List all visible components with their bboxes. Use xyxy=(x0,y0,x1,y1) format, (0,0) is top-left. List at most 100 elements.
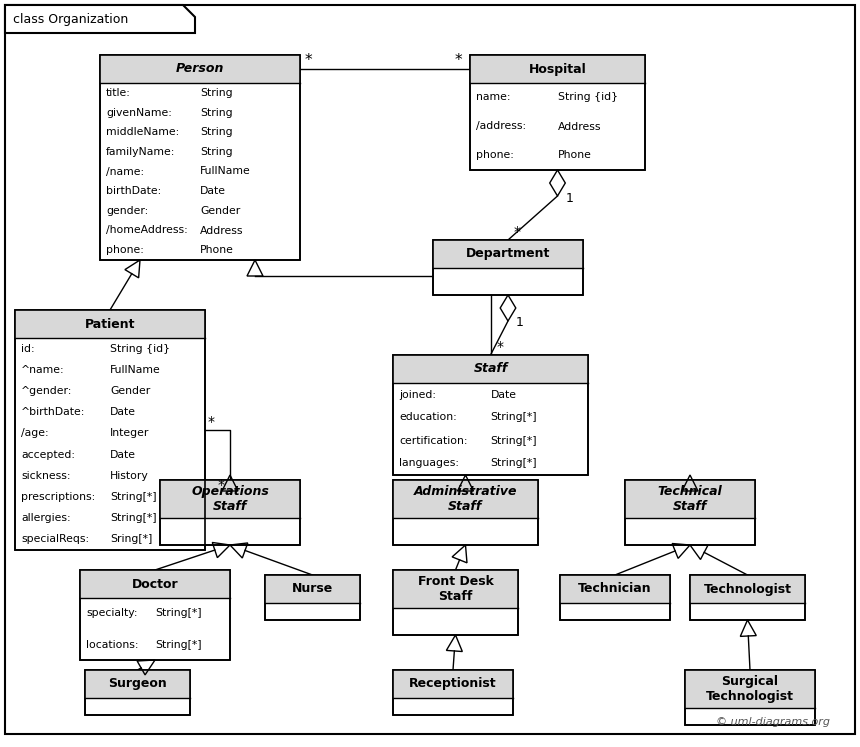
Bar xyxy=(470,55,645,170)
Bar xyxy=(85,670,190,698)
Text: /address:: /address: xyxy=(476,122,526,131)
Text: Staff: Staff xyxy=(473,362,507,376)
Text: String: String xyxy=(200,147,232,157)
Bar xyxy=(625,480,755,545)
Bar xyxy=(393,670,513,715)
Text: languages:: languages: xyxy=(399,459,459,468)
Text: String {id}: String {id} xyxy=(110,344,170,353)
Text: Gender: Gender xyxy=(200,206,240,216)
Bar xyxy=(393,355,588,383)
Text: 1: 1 xyxy=(516,317,524,329)
Text: String: String xyxy=(200,127,232,137)
Text: givenName:: givenName: xyxy=(106,108,172,117)
Text: ^gender:: ^gender: xyxy=(21,386,72,396)
Text: Date: Date xyxy=(200,186,226,196)
Text: Operations
Staff: Operations Staff xyxy=(191,485,269,513)
Text: String: String xyxy=(200,88,232,98)
Bar xyxy=(393,480,538,545)
Bar xyxy=(685,670,815,725)
Bar xyxy=(80,570,230,660)
Text: Administrative
Staff: Administrative Staff xyxy=(414,485,517,513)
Text: phone:: phone: xyxy=(106,245,144,255)
Bar xyxy=(393,570,518,608)
Text: Front Desk
Staff: Front Desk Staff xyxy=(418,575,494,603)
Bar xyxy=(690,575,805,620)
Text: specialReqs:: specialReqs: xyxy=(21,534,89,545)
Text: /name:: /name: xyxy=(106,167,144,176)
Text: Date: Date xyxy=(110,407,136,418)
Bar xyxy=(100,55,300,260)
Bar xyxy=(160,480,300,545)
Text: History: History xyxy=(110,471,149,481)
Bar xyxy=(690,575,805,603)
Bar xyxy=(560,575,670,620)
Bar xyxy=(160,480,300,518)
Text: Phone: Phone xyxy=(557,150,592,161)
Bar xyxy=(265,575,360,620)
Text: Phone: Phone xyxy=(200,245,234,255)
Bar xyxy=(80,570,230,660)
Text: Date: Date xyxy=(110,450,136,459)
Text: Nurse: Nurse xyxy=(292,583,333,595)
Text: Integer: Integer xyxy=(110,428,150,438)
Text: sickness:: sickness: xyxy=(21,471,71,481)
Text: locations:: locations: xyxy=(86,639,138,649)
Text: *: * xyxy=(208,415,215,429)
Text: Patient: Patient xyxy=(85,317,135,330)
Text: *: * xyxy=(305,54,313,69)
Bar xyxy=(470,55,645,83)
Bar xyxy=(433,240,583,295)
Text: String: String xyxy=(200,108,232,117)
Bar xyxy=(393,670,513,698)
Bar xyxy=(100,55,300,260)
Polygon shape xyxy=(5,5,195,33)
Text: Receptionist: Receptionist xyxy=(409,678,497,690)
Bar xyxy=(80,570,230,598)
Bar xyxy=(625,480,755,518)
Text: accepted:: accepted: xyxy=(21,450,75,459)
Text: Technologist: Technologist xyxy=(703,583,791,595)
Text: allergies:: allergies: xyxy=(21,513,71,523)
Bar xyxy=(15,310,205,550)
Text: Technical
Staff: Technical Staff xyxy=(658,485,722,513)
Bar xyxy=(160,480,300,545)
Bar xyxy=(393,480,538,518)
Text: /age:: /age: xyxy=(21,428,49,438)
Text: class Organization: class Organization xyxy=(13,13,128,25)
Bar xyxy=(393,355,588,475)
Bar xyxy=(625,480,755,545)
Text: education:: education: xyxy=(399,412,457,423)
Text: familyName:: familyName: xyxy=(106,147,175,157)
Text: String[*]: String[*] xyxy=(155,639,201,649)
Text: FullName: FullName xyxy=(200,167,251,176)
Bar xyxy=(15,310,205,550)
Text: Address: Address xyxy=(200,226,243,235)
Text: ^name:: ^name: xyxy=(21,365,64,375)
Text: Surgeon: Surgeon xyxy=(108,678,167,690)
Text: Address: Address xyxy=(557,122,601,131)
Bar xyxy=(393,355,588,475)
Text: name:: name: xyxy=(476,93,511,102)
Text: String[*]: String[*] xyxy=(490,436,538,445)
Text: String[*]: String[*] xyxy=(110,492,157,502)
Text: © uml-diagrams.org: © uml-diagrams.org xyxy=(716,717,830,727)
Text: String[*]: String[*] xyxy=(490,459,538,468)
Text: String[*]: String[*] xyxy=(490,412,538,423)
Text: String[*]: String[*] xyxy=(110,513,157,523)
Text: Gender: Gender xyxy=(110,386,150,396)
Text: *: * xyxy=(218,478,225,492)
Bar xyxy=(85,670,190,715)
Bar xyxy=(15,310,205,338)
Bar xyxy=(265,575,360,603)
Text: String[*]: String[*] xyxy=(155,609,201,619)
Text: Sring[*]: Sring[*] xyxy=(110,534,152,545)
Text: FullName: FullName xyxy=(110,365,161,375)
Text: Person: Person xyxy=(175,63,224,75)
Bar xyxy=(265,575,360,620)
Bar xyxy=(685,670,815,708)
Bar xyxy=(433,240,583,295)
Text: /homeAddress:: /homeAddress: xyxy=(106,226,187,235)
Text: *: * xyxy=(454,54,462,69)
Text: String {id}: String {id} xyxy=(557,93,617,102)
Text: *: * xyxy=(496,340,503,354)
